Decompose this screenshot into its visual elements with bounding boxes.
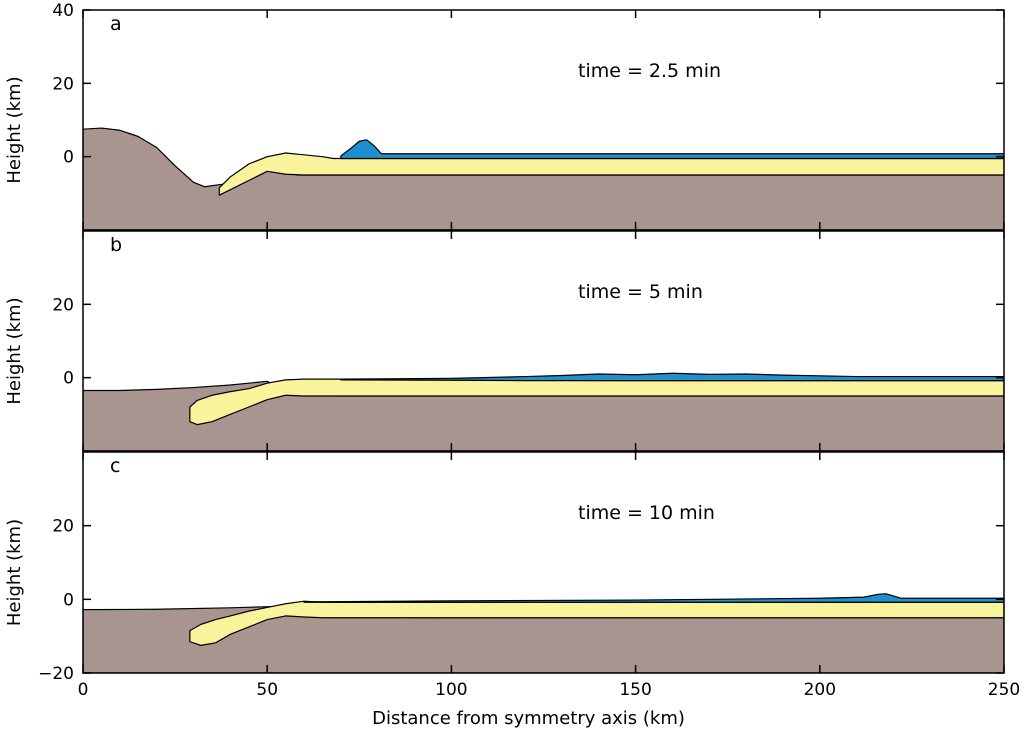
panel-b-marks: [83, 372, 1004, 451]
panel-a-y-axis-label: Height (km): [4, 76, 25, 183]
panel-a-marks: [83, 127, 1004, 230]
panel-a-frame: [82, 9, 1005, 231]
panel-b-y-tick-label: 0: [63, 369, 74, 389]
panel-a-y-tick-label: 20: [52, 74, 74, 94]
panel-b: 0 20 b time = 5 min Height (km): [4, 230, 1005, 452]
panel-c-y-tick-label: 20: [52, 517, 74, 537]
panel-a-water-area: [340, 139, 1004, 160]
panel-c-time-annotation: time = 10 min: [578, 502, 715, 524]
panel-b-frame: [82, 230, 1005, 452]
panel-c-y-tick-label: 0: [63, 590, 74, 610]
panel-c-x-tick-label: 50: [256, 680, 278, 700]
panel-b-water-area: [340, 372, 1004, 382]
panel-c-water-area: [303, 593, 1004, 603]
panel-c-letter: c: [110, 455, 120, 477]
panel-a-letter: a: [110, 13, 122, 35]
panel-b-sediment-area: [189, 378, 1004, 426]
panel-c-x-tick-label: 200: [804, 680, 836, 700]
panel-a-basement-area: [83, 127, 1004, 230]
panel-c-x-axis-label: Distance from symmetry axis (km): [372, 708, 685, 729]
panel-a-sediment-area: [218, 152, 1004, 196]
panel-a-time-annotation: time = 2.5 min: [578, 60, 721, 82]
panel-a-ticks: 0 20 40: [52, 1, 1005, 230]
panel-c-x-tick-label: 250: [988, 680, 1020, 700]
panel-c-frame: [82, 451, 1005, 674]
panel-c-y-axis-label: Height (km): [4, 519, 25, 626]
panel-c-marks: [83, 593, 1004, 673]
panel-c-sediment-area: [189, 600, 1004, 646]
panel-a: 0 20 40 a time = 2.5 min Height (km): [4, 1, 1005, 231]
panel-a-y-tick-label: 0: [63, 148, 74, 168]
panel-b-y-tick-label: 20: [52, 295, 74, 315]
panel-a-y-tick-label: 40: [52, 1, 74, 21]
panel-b-letter: b: [110, 234, 122, 256]
panel-c-x-tick-label: 100: [435, 680, 467, 700]
panel-c-y-tick-label: −20: [38, 664, 74, 684]
panel-c-x-tick-label: 0: [78, 680, 89, 700]
panel-b-ticks: 0 20: [52, 231, 1005, 451]
panel-c-x-tick-label: 150: [619, 680, 651, 700]
panel-b-y-axis-label: Height (km): [4, 297, 25, 404]
panel-b-time-annotation: time = 5 min: [578, 281, 703, 303]
